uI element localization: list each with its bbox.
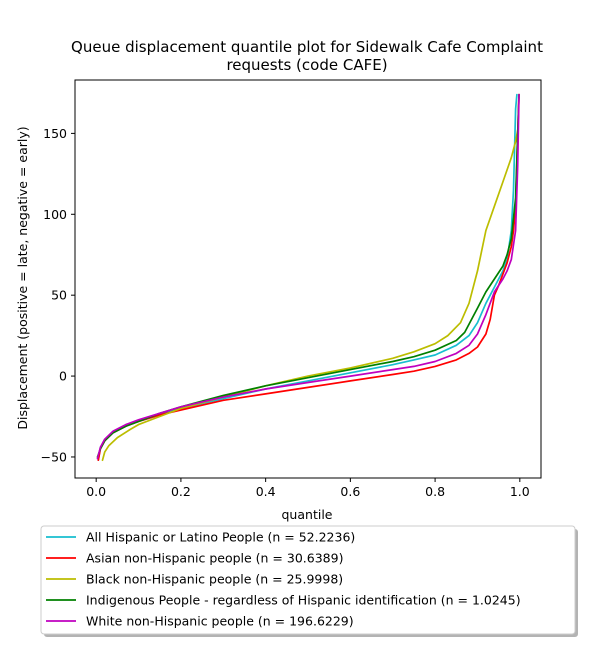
series-line-4: [96, 93, 520, 460]
x-tick-label-1: 0.2: [171, 484, 191, 499]
legend-entries: All Hispanic or Latino People (n = 52.22…: [46, 530, 521, 629]
x-tick-label-0: 0.0: [86, 484, 106, 499]
y-axis-label: Displacement (positive = late, negative …: [15, 126, 30, 429]
plot-frame: [74, 79, 542, 479]
y-tick-label-4: 150: [43, 126, 67, 141]
series-line-3: [96, 93, 520, 458]
legend-label-4: White non-Hispanic people (n = 196.6229): [86, 614, 354, 629]
legend-frame: [40, 525, 576, 635]
x-axis-label: quantile: [282, 507, 333, 522]
legend-label-1: Asian non-Hispanic people (n = 30.6389): [86, 551, 343, 566]
y-tick-label-0: −50: [41, 449, 67, 464]
x-tick-label-4: 0.8: [425, 484, 445, 499]
y-tick-label-1: 0: [59, 369, 67, 384]
y-tick-label-2: 50: [51, 288, 67, 303]
x-tick-label-3: 0.6: [340, 484, 360, 499]
legend-label-2: Black non-Hispanic people (n = 25.9998): [86, 572, 343, 587]
axes-layer: 0.0 0.2 0.4 0.6 0.8 1.0 −50 0 50 100 150: [41, 79, 542, 499]
y-tick-label-3: 100: [43, 207, 67, 222]
legend: All Hispanic or Latino People (n = 52.22…: [40, 525, 578, 637]
chart-title-line1: Queue displacement quantile plot for Sid…: [71, 38, 543, 56]
legend-label-0: All Hispanic or Latino People (n = 52.22…: [86, 530, 355, 545]
series-layer: [96, 93, 520, 462]
x-tick-label-2: 0.4: [256, 484, 276, 499]
x-tick-label-5: 1.0: [510, 484, 530, 499]
legend-label-3: Indigenous People - regardless of Hispan…: [86, 593, 521, 608]
series-line-2: [101, 129, 519, 462]
chart-title-line2: requests (code CAFE): [226, 56, 387, 74]
